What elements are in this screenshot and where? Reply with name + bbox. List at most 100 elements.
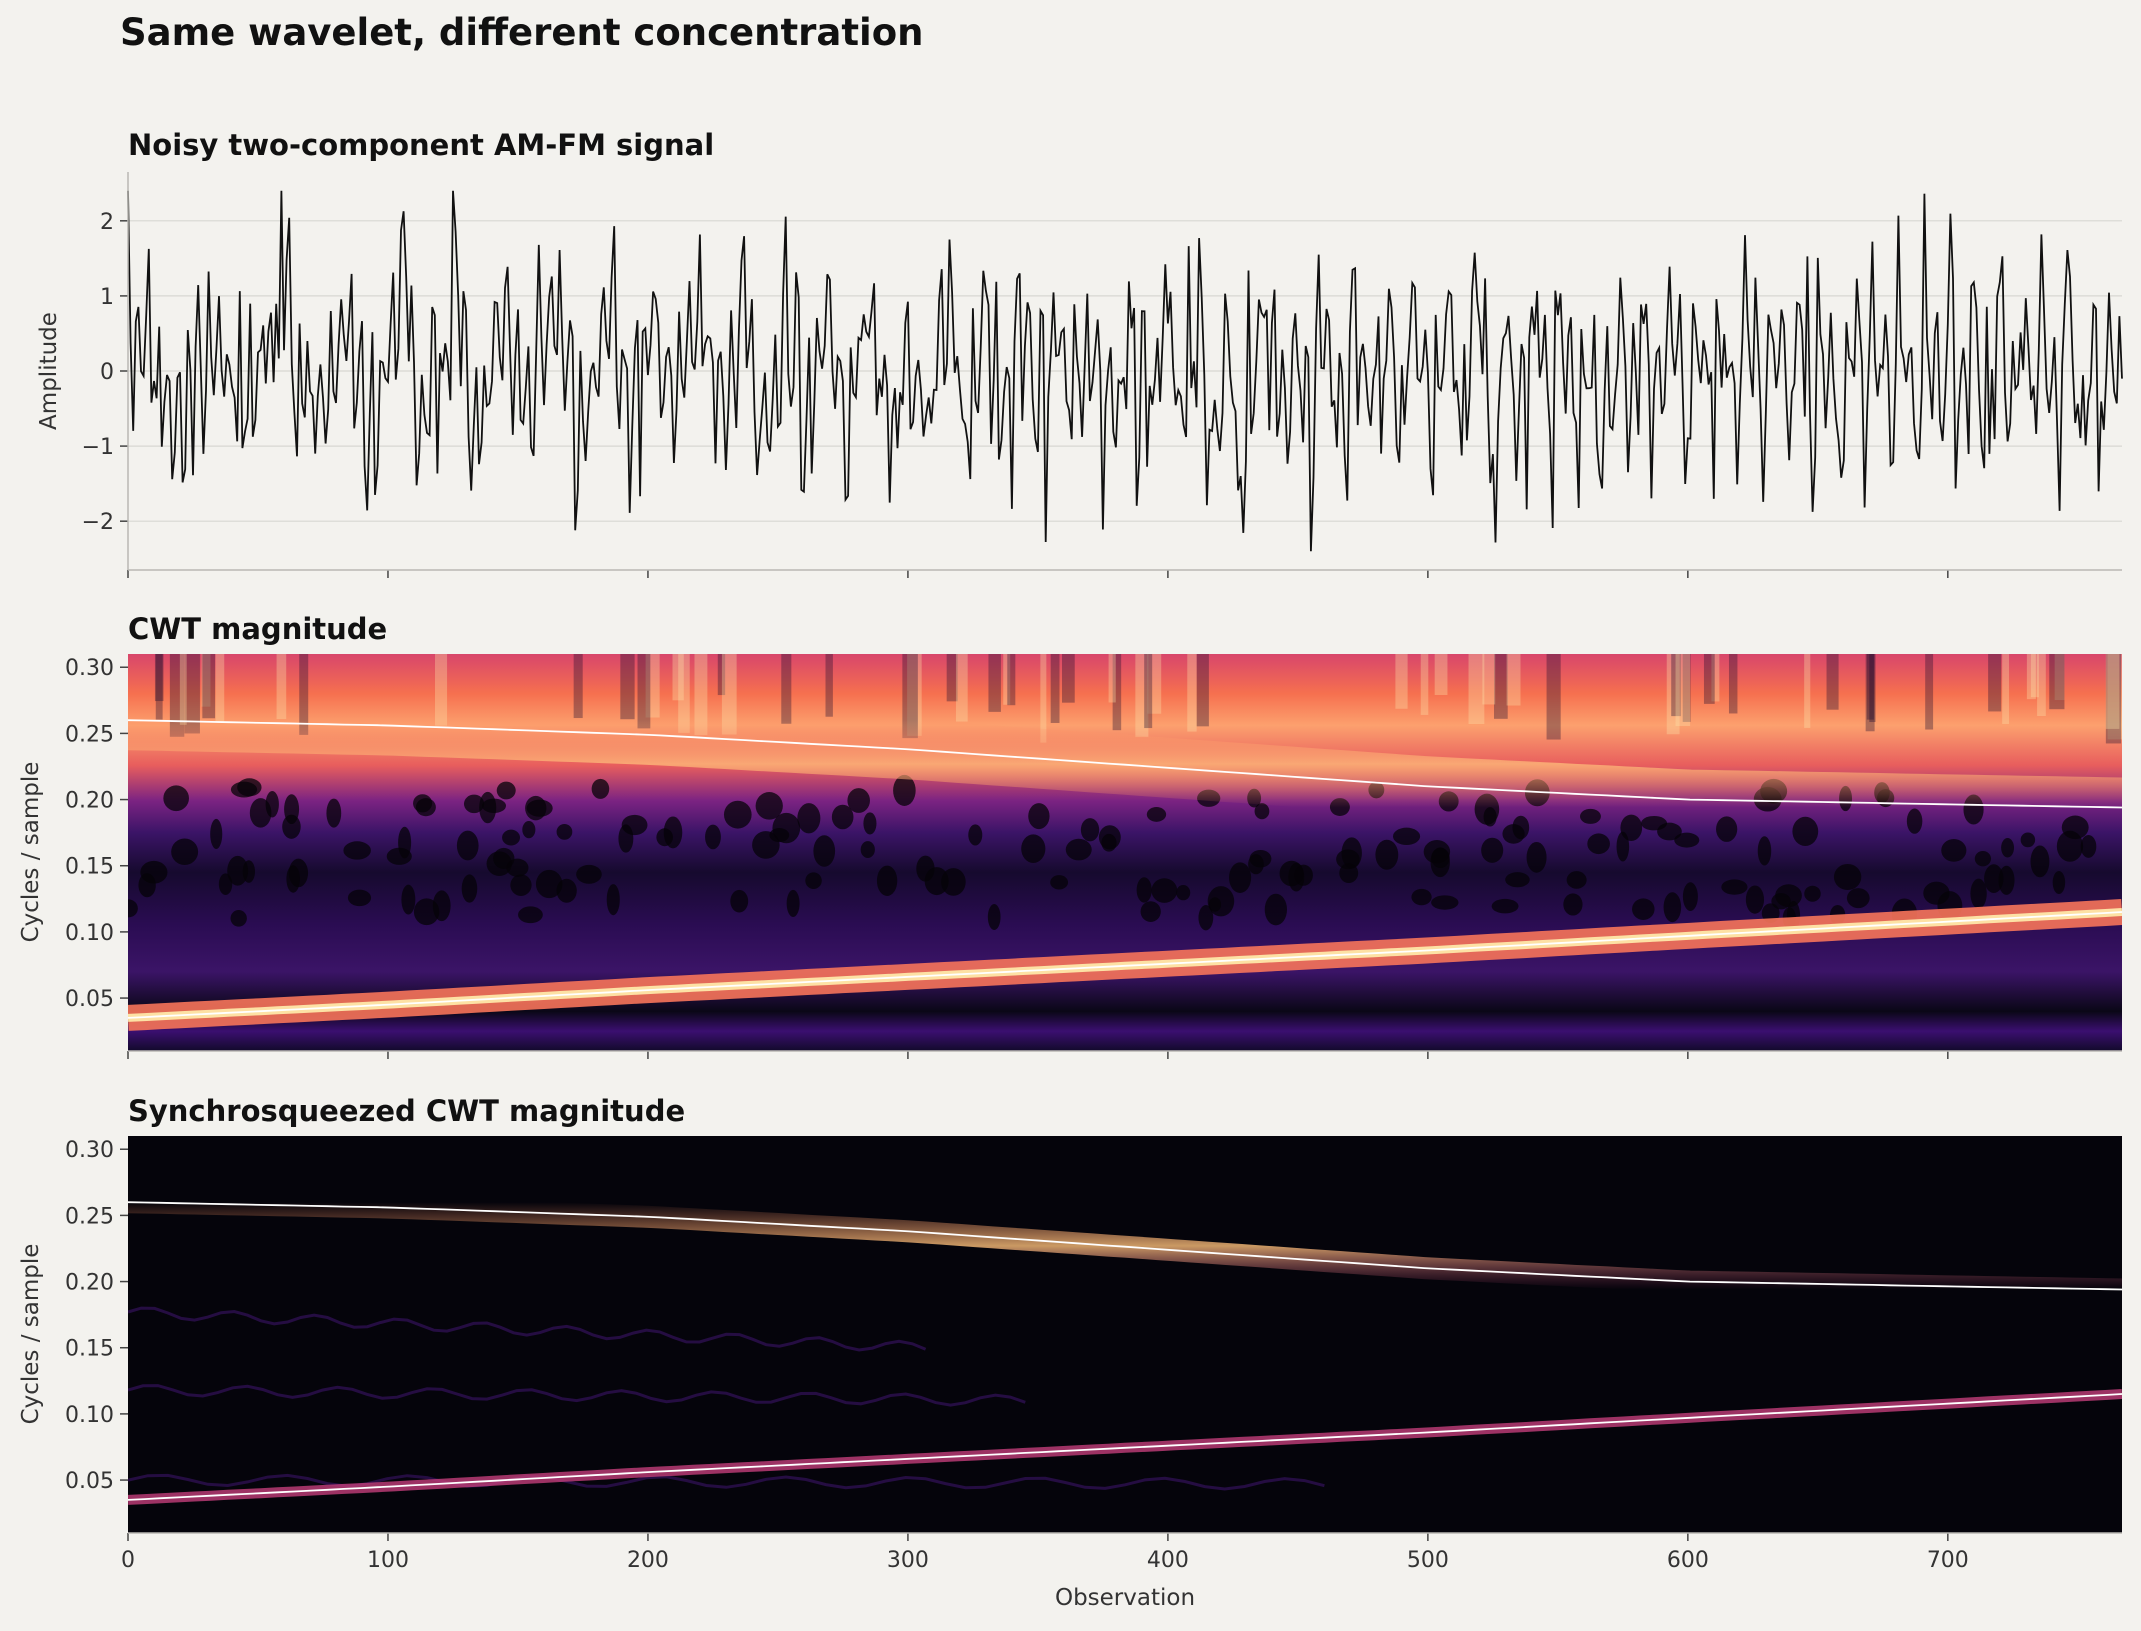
cwt-texture-streak	[1866, 654, 1874, 720]
ssq-heatmap-background	[128, 1136, 2122, 1533]
x-tick-label: 200	[627, 1548, 669, 1573]
cwt-texture-blob	[398, 826, 412, 859]
cwt-texture-blob	[522, 821, 536, 839]
cwt-texture-blob	[1375, 839, 1399, 870]
cwt-texture-blob	[1050, 875, 1069, 890]
cwt-texture-blob	[860, 841, 875, 859]
cwt-texture-blob	[805, 872, 822, 889]
cwt-texture-blob	[413, 794, 433, 813]
cwt-texture-blob	[1080, 818, 1100, 842]
y-tick-label: 0.10	[65, 921, 114, 946]
cwt-texture-blob	[456, 830, 479, 861]
y-tick-label: −1	[82, 435, 114, 460]
cwt-texture-streak	[1546, 654, 1561, 740]
cwt-texture-blob	[1248, 854, 1264, 875]
cwt-texture-streak	[955, 654, 968, 722]
cwt-texture-streak	[179, 654, 187, 725]
cwt-texture-streak	[988, 654, 1001, 712]
cwt-texture-streak	[1147, 654, 1162, 714]
cwt-texture-blob	[1663, 892, 1682, 923]
cwt-texture-streak	[2105, 654, 2122, 744]
ssq-heatmap-faint-structure	[128, 1306, 1325, 1491]
cwt-texture-streak	[1050, 654, 1060, 723]
cwt-texture-blob	[1804, 885, 1821, 902]
cwt-texture-blob	[1176, 884, 1191, 901]
ssq-ridge-upper	[128, 1201, 2122, 1291]
cwt-texture-streak	[1468, 654, 1485, 725]
cwt-texture-streak	[2026, 654, 2036, 700]
y-tick-label: 0.15	[65, 1337, 114, 1362]
y-tick-label: 0.20	[65, 1271, 114, 1296]
cwt-texture-streak	[678, 654, 690, 733]
cwt-texture-blob	[2020, 832, 2036, 848]
cwt-texture-streak	[2105, 654, 2120, 729]
cwt-texture-streak	[1682, 654, 1691, 722]
cwt-x-ticks	[127, 1051, 1949, 1059]
cwt-texture-blob	[525, 795, 547, 821]
cwt-texture-blob	[1228, 862, 1252, 893]
cwt-texture-blob	[479, 791, 497, 824]
cwt-texture-blob	[171, 838, 199, 865]
cwt-texture-blob	[1198, 905, 1214, 931]
y-tick-label: 0.05	[65, 987, 114, 1012]
cwt-texture-streak	[907, 654, 922, 736]
cwt-texture-streak	[781, 654, 792, 724]
cwt-panel-title: CWT magnitude	[128, 612, 387, 646]
cwt-texture-streak	[1196, 654, 1209, 727]
cwt-texture-blob	[556, 878, 577, 903]
cwt-texture-blob	[1392, 827, 1421, 845]
signal-panel: Noisy two-component AM-FM signal −2 −1 0 1 2…	[36, 128, 2123, 578]
x-tick-label: 500	[1407, 1548, 1449, 1573]
cwt-texture-streak	[154, 654, 164, 702]
cwt-texture-blob	[591, 778, 610, 799]
x-tick-label: 400	[1147, 1548, 1189, 1573]
cwt-texture-blob	[1341, 837, 1362, 869]
cwt-texture-streak	[1494, 654, 1508, 719]
cwt-texture-streak	[1434, 654, 1448, 696]
signal-y-axis-label: Amplitude	[36, 312, 62, 430]
cwt-texture-blob	[1566, 871, 1587, 889]
cwt-texture-blob	[772, 812, 801, 844]
cwt-texture-streak	[825, 654, 833, 717]
y-tick-label: 0.05	[65, 1469, 114, 1494]
cwt-texture-streak	[573, 654, 583, 719]
cwt-texture-blob	[1674, 832, 1700, 848]
cwt-texture-blob	[227, 855, 249, 886]
ssq-panel: Synchrosqueezed CWT magnitude 0.050.100.…	[18, 1094, 2122, 1611]
cwt-y-axis-label: Cycles / sample	[18, 762, 44, 943]
ssq-faint-line	[128, 1384, 1026, 1407]
cwt-texture-blob	[510, 874, 532, 896]
cwt-texture-blob	[282, 814, 301, 839]
cwt-texture-blob	[230, 910, 247, 927]
cwt-texture-streak	[1187, 654, 1197, 732]
cwt-texture-blob	[401, 884, 416, 915]
cwt-texture-streak	[2030, 654, 2039, 698]
cwt-texture-streak	[1062, 654, 1075, 703]
ssq-faint-line	[128, 1473, 1325, 1491]
cwt-texture-blob	[618, 824, 634, 853]
cwt-texture-blob	[138, 873, 156, 898]
cwt-texture-streak	[1728, 654, 1738, 714]
x-tick-label: 100	[367, 1548, 409, 1573]
cwt-texture-streak	[1675, 654, 1691, 727]
cwt-texture-blob	[1526, 841, 1547, 873]
y-tick-label: 0.10	[65, 1403, 114, 1428]
cwt-texture-blob	[413, 898, 440, 926]
cwt-texture-blob	[1512, 815, 1530, 840]
cwt-texture-blob	[128, 899, 138, 918]
cwt-texture-streak	[672, 654, 684, 701]
cwt-texture-streak	[1108, 654, 1116, 703]
cwt-texture-blob	[705, 824, 721, 850]
cwt-texture-blob	[535, 869, 563, 899]
cwt-texture-blob	[863, 812, 877, 835]
cwt-texture-blob	[1970, 878, 1987, 909]
cwt-texture-blob	[496, 781, 516, 800]
cwt-texture-blob	[1098, 825, 1121, 850]
x-tick-label: 700	[1927, 1548, 1969, 1573]
signal-panel-title: Noisy two-component AM-FM signal	[128, 128, 714, 162]
cwt-texture-streak	[2054, 654, 2065, 700]
cwt-texture-blob	[1616, 831, 1630, 862]
cwt-ridge-upper	[128, 719, 2122, 809]
cwt-texture-streak	[276, 654, 287, 720]
